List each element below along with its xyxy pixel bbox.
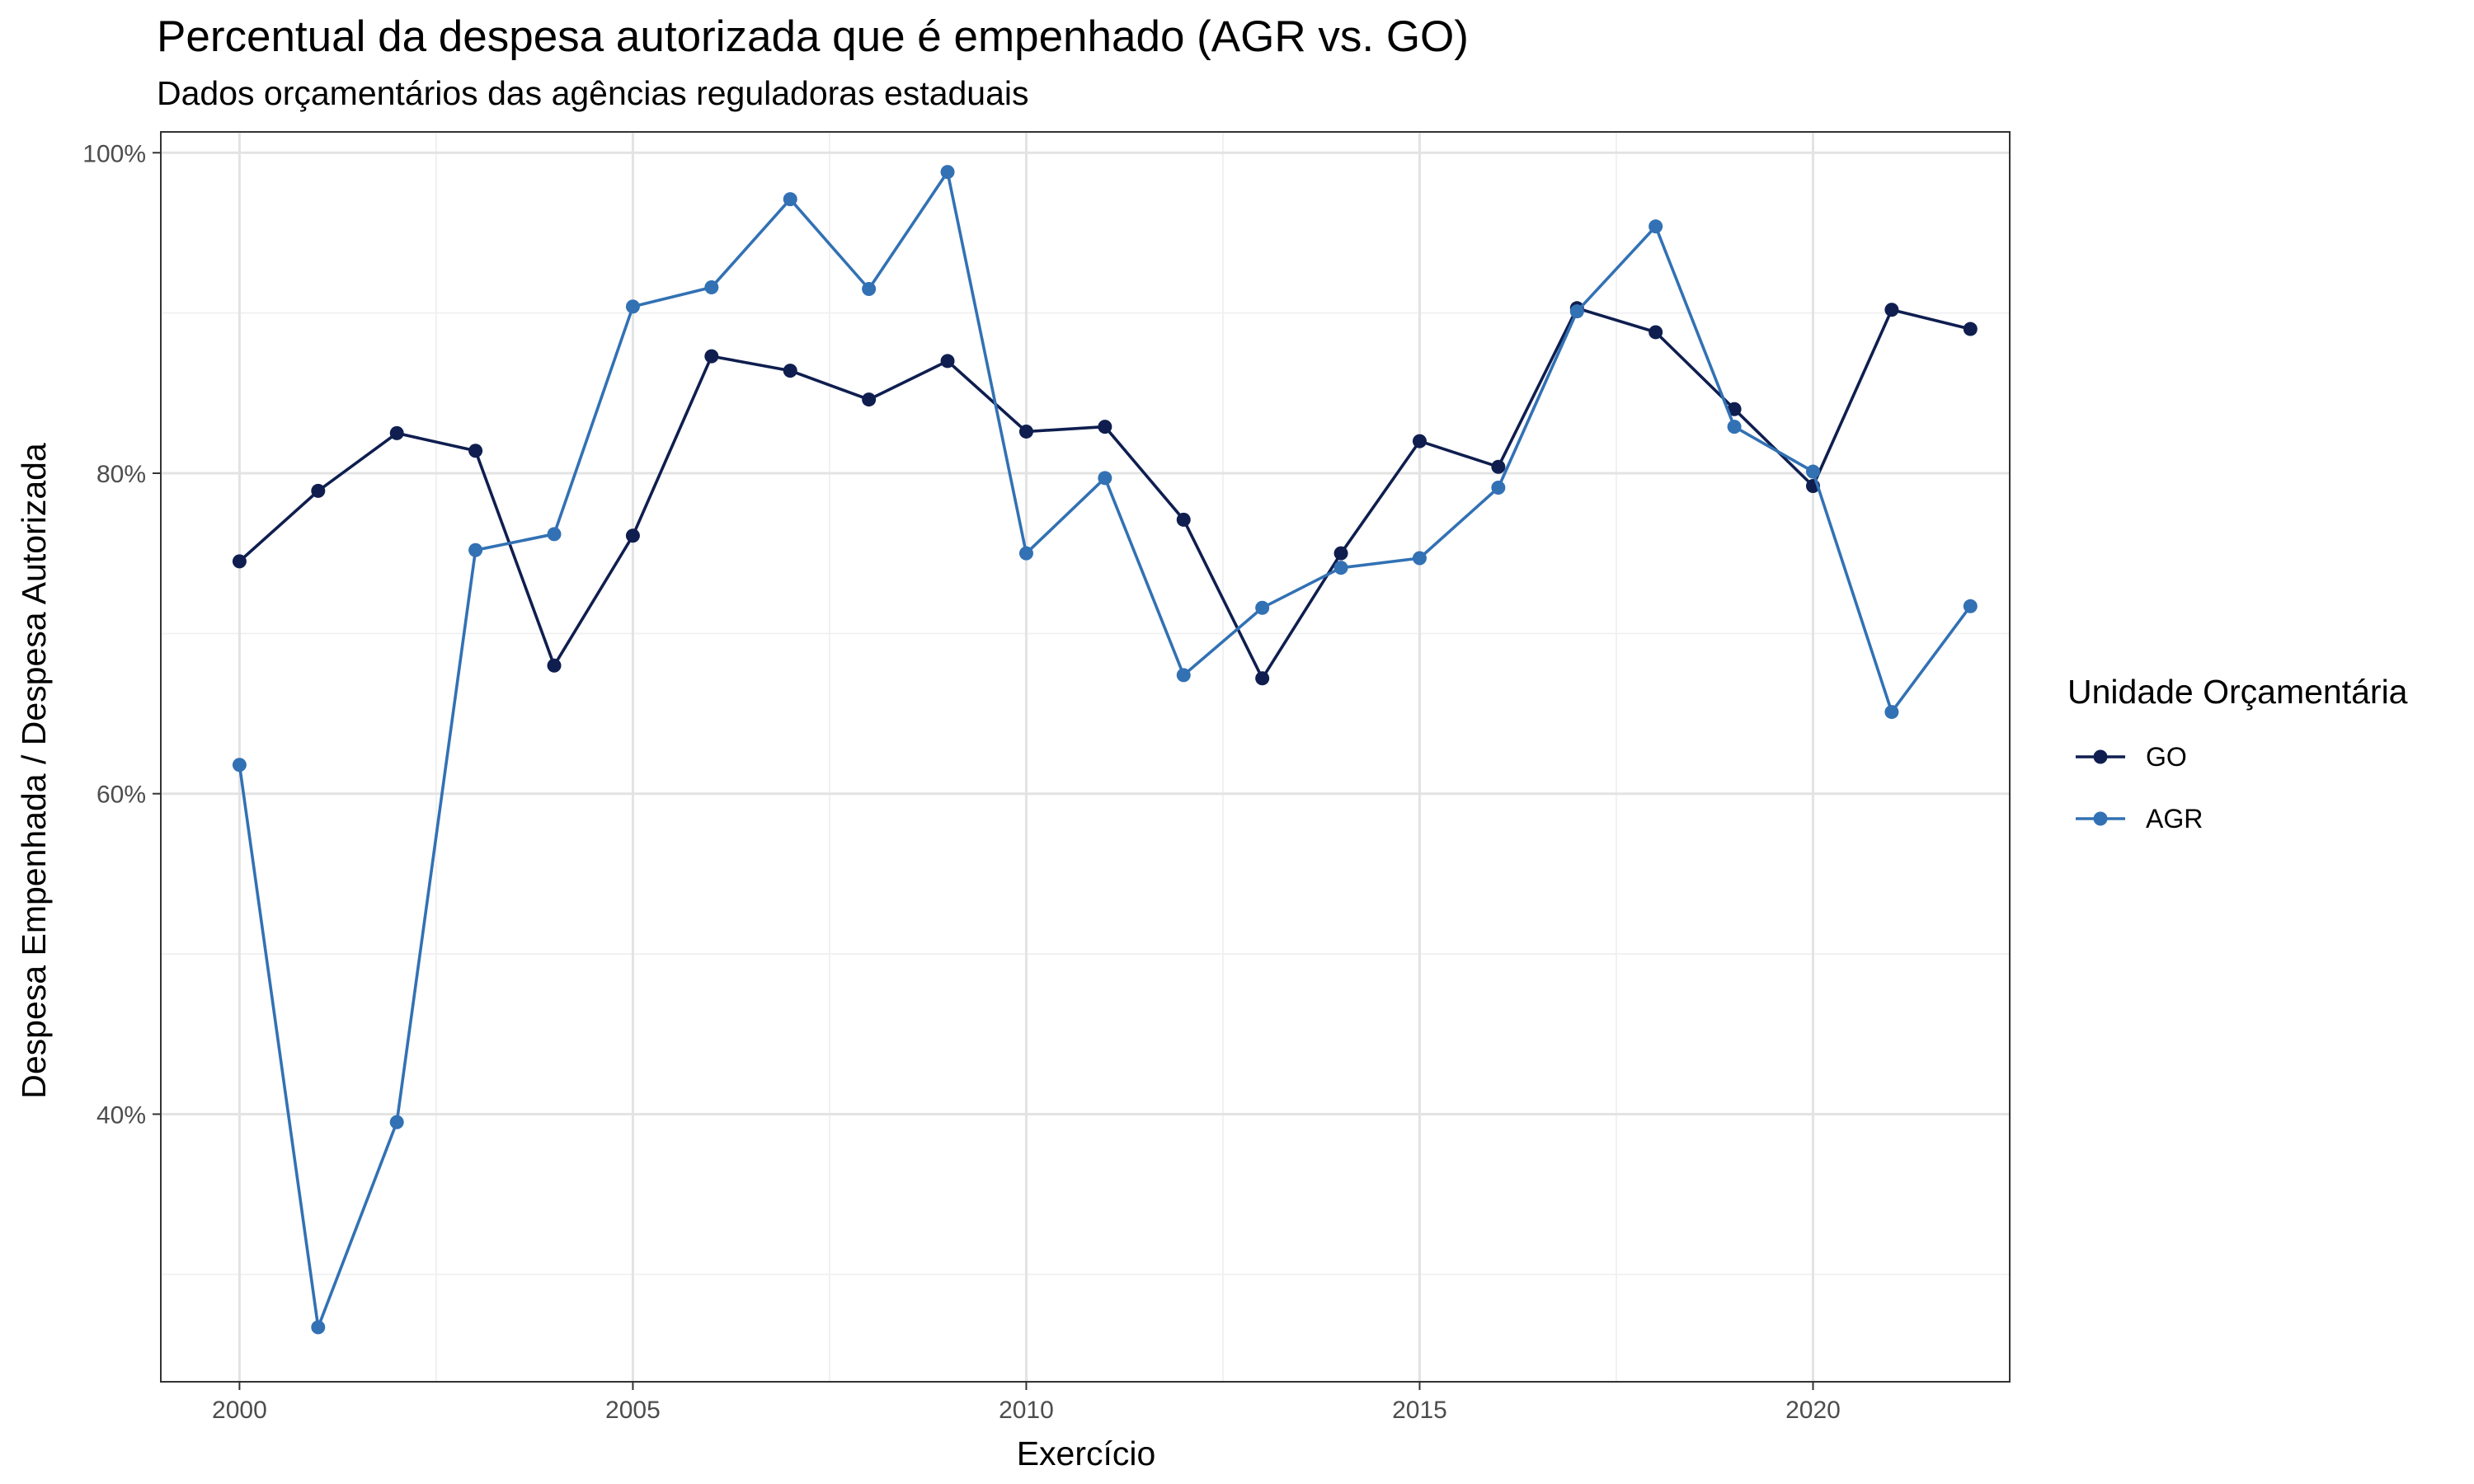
- grid: [161, 132, 2010, 1382]
- legend-items: GO AGR: [2076, 742, 2203, 834]
- data-point-go: [1963, 322, 1978, 336]
- legend-key-point-go: [2093, 749, 2108, 764]
- data-point-go: [783, 364, 797, 378]
- y-tick-label: 100%: [82, 140, 146, 167]
- data-point-agr: [1963, 599, 1978, 613]
- chart-title: Percentual da despesa autorizada que é e…: [157, 12, 1469, 61]
- data-point-go: [468, 444, 483, 458]
- x-tick-label: 2010: [999, 1397, 1054, 1424]
- data-point-go: [1255, 671, 1270, 686]
- y-axis-title: Despesa Empenhada / Despesa Autorizada: [15, 443, 53, 1099]
- data-point-go: [1412, 434, 1427, 448]
- data-point-go: [311, 483, 326, 498]
- data-point-agr: [1884, 705, 1899, 720]
- data-point-go: [1884, 303, 1899, 317]
- data-point-go: [1491, 459, 1506, 474]
- data-point-go: [704, 349, 719, 364]
- data-point-go: [862, 392, 877, 407]
- data-point-go: [625, 528, 640, 543]
- data-point-agr: [625, 299, 640, 314]
- chart-subtitle: Dados orçamentários das agências regulad…: [157, 74, 1029, 112]
- data-point-agr: [232, 758, 247, 773]
- data-point-agr: [1333, 561, 1348, 575]
- data-point-agr: [862, 281, 877, 296]
- data-point-agr: [468, 542, 483, 557]
- data-point-agr: [1569, 304, 1584, 319]
- legend-key-point-agr: [2093, 811, 2108, 826]
- data-point-agr: [1255, 600, 1270, 615]
- y-tick-label: 80%: [96, 461, 146, 488]
- data-point-agr: [1805, 464, 1820, 479]
- data-point-agr: [547, 527, 562, 542]
- data-point-agr: [1491, 480, 1506, 495]
- x-axis-title: Exercício: [1017, 1435, 1156, 1472]
- data-point-agr: [389, 1115, 404, 1129]
- legend-label-agr: AGR: [2146, 804, 2203, 834]
- data-point-go: [1098, 420, 1112, 434]
- data-point-agr: [1098, 471, 1112, 486]
- legend-label-go: GO: [2146, 742, 2187, 772]
- data-point-agr: [704, 280, 719, 295]
- panel-border: [160, 131, 2011, 1383]
- data-point-go: [232, 554, 247, 569]
- data-point-agr: [311, 1320, 326, 1335]
- data-point-agr: [940, 165, 955, 180]
- data-point-go: [547, 658, 562, 673]
- data-point-go: [1333, 546, 1348, 561]
- data-point-agr: [1727, 420, 1742, 434]
- data-point-agr: [1176, 668, 1191, 683]
- data-point-agr: [1649, 219, 1663, 234]
- y-tick-label: 60%: [96, 782, 146, 809]
- legend: Unidade Orçamentária GO AGR: [2067, 673, 2408, 834]
- x-tick-label: 2000: [212, 1397, 267, 1424]
- legend-title: Unidade Orçamentária: [2067, 673, 2408, 711]
- data-point-go: [1727, 402, 1742, 416]
- data-point-agr: [1412, 551, 1427, 566]
- x-tick-label: 2005: [605, 1397, 661, 1424]
- data-point-agr: [1018, 546, 1033, 561]
- series-layer: [232, 165, 1978, 1335]
- y-tick-label: 40%: [96, 1101, 146, 1129]
- data-point-go: [940, 354, 955, 369]
- data-point-go: [1018, 424, 1033, 439]
- x-tick-label: 2020: [1785, 1397, 1841, 1424]
- x-tick-label: 2015: [1392, 1397, 1447, 1424]
- data-point-go: [389, 425, 404, 440]
- data-point-go: [1176, 512, 1191, 527]
- axis-ticks: 2000 2005 2010 2015 2020 40% 60% 80% 100%: [82, 140, 1841, 1424]
- data-point-go: [1649, 325, 1663, 340]
- data-point-agr: [783, 192, 797, 207]
